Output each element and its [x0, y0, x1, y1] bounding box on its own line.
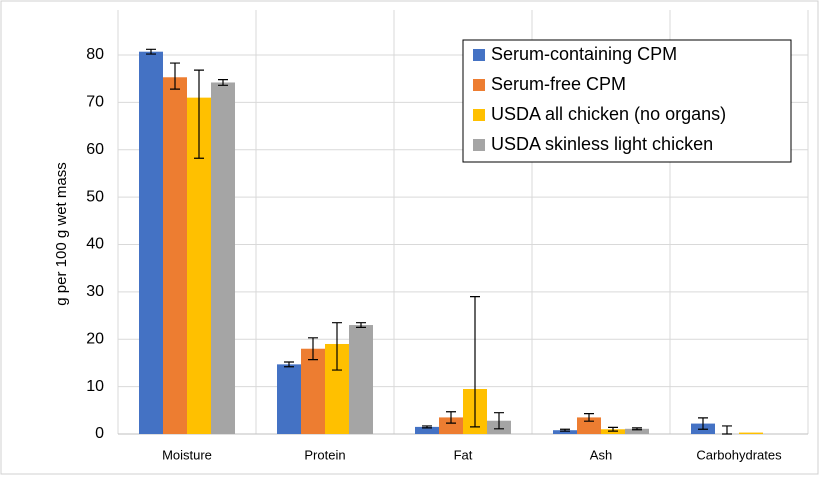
- y-tick-label: 10: [86, 378, 104, 395]
- error-bar: [422, 425, 432, 429]
- error-bar: [218, 79, 228, 86]
- x-tick-label: Moisture: [162, 447, 212, 462]
- error-bar: [170, 62, 180, 90]
- bar: [163, 77, 187, 435]
- error-bar: [284, 361, 294, 368]
- bar: [625, 428, 649, 434]
- y-tick-label: 20: [86, 330, 104, 347]
- error-bar: [446, 411, 456, 424]
- error-bar: [698, 417, 708, 430]
- bar: [277, 364, 301, 434]
- x-tick-label: Fat: [454, 447, 473, 462]
- error-bar: [332, 322, 342, 371]
- bar: [415, 426, 439, 434]
- bar: [553, 430, 577, 434]
- error-bar: [722, 425, 732, 435]
- x-tick-label: Ash: [590, 447, 612, 462]
- bar: [349, 325, 373, 434]
- error-bar: [146, 48, 156, 55]
- error-bar: [494, 412, 504, 430]
- error-bar: [560, 428, 570, 432]
- error-bar: [584, 413, 594, 422]
- error-bar: [608, 426, 618, 432]
- error-bar: [194, 69, 204, 159]
- y-tick-label: 60: [86, 141, 104, 158]
- bar: [577, 417, 601, 434]
- error-bar: [470, 296, 480, 428]
- error-bar: [308, 337, 318, 361]
- legend-box: [462, 39, 792, 163]
- legend-label: USDA skinless light chicken: [491, 134, 713, 154]
- error-bar: [632, 427, 642, 431]
- bar: [439, 417, 463, 434]
- legend-label: USDA all chicken (no organs): [491, 104, 726, 124]
- y-tick-label: 50: [86, 188, 104, 205]
- y-tick-label: 80: [86, 46, 104, 63]
- bar: [139, 51, 163, 435]
- y-tick-label: 0: [95, 425, 104, 442]
- x-tick-label: Carbohydrates: [696, 447, 782, 462]
- y-tick-label: 40: [86, 236, 104, 253]
- y-axis-label: g per 100 g wet mass: [53, 162, 70, 305]
- legend-swatch: [473, 109, 485, 121]
- legend-swatch: [473, 139, 485, 151]
- x-tick-label: Protein: [304, 447, 345, 462]
- error-bar: [356, 322, 366, 329]
- legend-label: Serum-free CPM: [491, 74, 626, 94]
- legend-swatch: [473, 49, 485, 61]
- legend-swatch: [473, 79, 485, 91]
- y-tick-label: 30: [86, 283, 104, 300]
- y-tick-label: 70: [86, 94, 104, 111]
- bar: [211, 82, 235, 434]
- bar: [739, 432, 763, 434]
- bar: [301, 348, 325, 434]
- legend-label: Serum-containing CPM: [491, 44, 677, 64]
